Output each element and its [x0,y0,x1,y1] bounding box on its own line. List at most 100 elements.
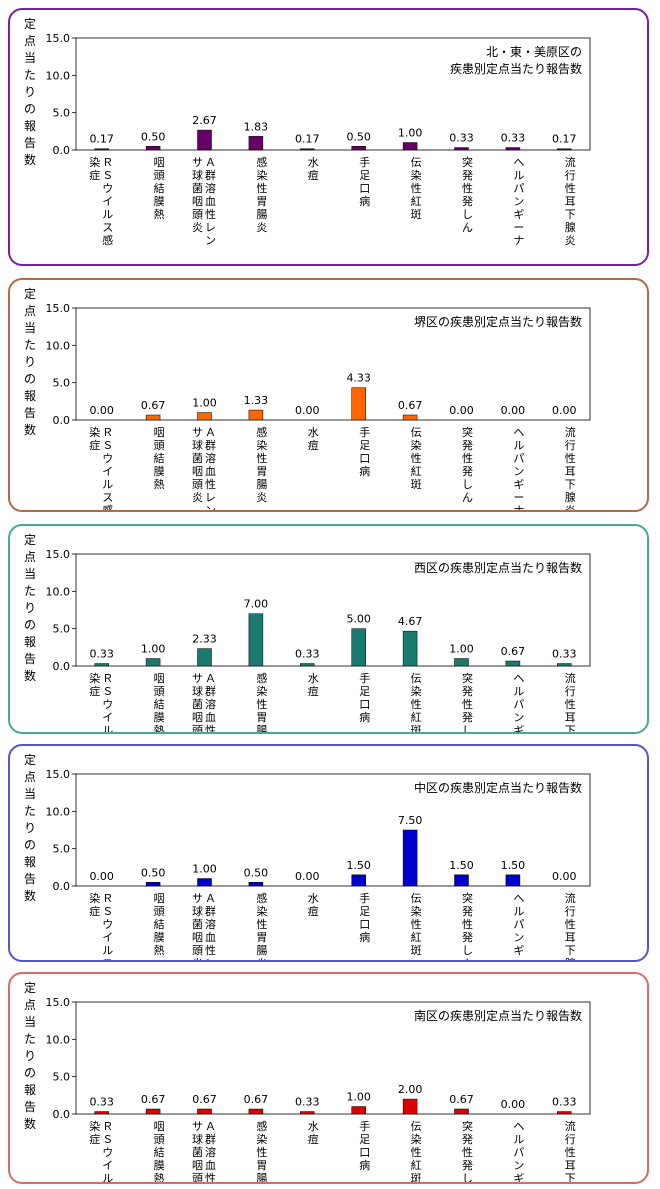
x-tick-label: 突発性発しん [462,671,473,732]
bar [94,148,109,151]
data-label: 1.50 [501,859,526,872]
x-tick-label: 流行性耳下腺炎 [565,155,576,247]
data-label: 4.67 [398,615,423,628]
bar [145,146,161,151]
data-label: 0.33 [295,648,320,661]
chart-panel-1: 定点当たりの報告数 15.0 10.0 5.0 0.0 堺区の疾患別定点当たり報告数 0.0… [8,278,649,512]
bar [454,874,469,887]
y-tick-label: 5.0 [53,843,71,856]
y-tick-label: 5.0 [53,623,71,636]
chart-svg-1: 定点当たりの報告数 15.0 10.0 5.0 0.0 堺区の疾患別定点当たり報告数 0.0… [24,286,591,510]
data-label: 0.33 [552,648,577,661]
x-tick-label: 咽頭結膜熱 [154,156,165,221]
data-label: 1.33 [244,394,269,407]
bar [402,142,418,151]
data-label: 0.67 [141,399,166,412]
y-axis-label: 定点当たりの報告数 [24,532,36,683]
y-tick-label: 15.0 [46,302,71,315]
data-label: 1.83 [244,120,269,133]
x-tick-label: ＲＳウイルス感染症 [89,425,113,510]
x-tick-label: 咽頭結膜熱 [154,1120,165,1182]
data-label: 0.67 [141,1093,166,1106]
x-tick-label: 咽頭結膜熱 [154,426,165,491]
chart-title: 中区の疾患別定点当たり報告数 [414,780,582,795]
chart-title: 南区の疾患別定点当たり報告数 [414,1008,582,1023]
bar [248,409,264,421]
x-tick-label: 水痘 [308,672,319,698]
y-tick-label: 15.0 [46,548,71,561]
y-tick-label: 10.0 [46,805,71,818]
x-tick-label: 咽頭結膜熱 [154,672,165,732]
x-tick-label: 流行性耳下腺炎 [565,891,576,960]
x-tick-label: 水痘 [308,1120,319,1146]
plot-area [75,773,591,887]
data-label: 0.17 [552,133,577,146]
data-label: 0.00 [501,404,526,417]
bar [402,630,418,667]
x-tick-label: Ａ群溶血性レンサ球菌咽頭炎 [192,426,216,510]
bar [351,387,366,421]
data-label: 1.00 [346,1091,371,1104]
x-tick-label: ＲＳウイルス感染症 [89,891,113,960]
y-tick-label: 0.0 [53,414,71,427]
y-tick-label: 15.0 [46,768,71,781]
data-label: 2.67 [192,114,217,127]
data-label: 0.33 [552,1096,577,1109]
data-label: 0.00 [295,870,320,883]
data-label: 0.33 [501,132,526,145]
bar [351,628,366,667]
data-label: 4.33 [346,372,371,385]
x-tick-label: Ａ群溶血性レンサ球菌咽頭炎 [192,672,216,732]
data-label: 0.50 [346,130,371,143]
x-tick-label: 咽頭結膜熱 [154,892,165,957]
x-tick-label: Ａ群溶血性レンサ球菌咽頭炎 [192,156,216,247]
data-label: 0.00 [501,1098,526,1111]
chart-panel-3: 定点当たりの報告数 15.0 10.0 5.0 0.0 中区の疾患別定点当たり報告数 0.0… [8,744,649,962]
data-label: 0.17 [89,133,114,146]
bar [454,658,469,667]
data-label: 0.67 [398,399,423,412]
bar [94,1111,109,1115]
x-tick-label: ヘルパンギーナ [513,672,524,732]
y-tick-label: 5.0 [53,377,71,390]
x-tick-label: 伝染性紅斑 [411,892,422,957]
bar [402,1098,418,1115]
data-label: 2.00 [398,1083,423,1096]
y-tick-label: 15.0 [46,996,71,1009]
bar [557,1111,572,1115]
bar [351,1106,366,1115]
plot-area [75,307,591,421]
x-tick-label: 突発性発しん [462,1119,473,1182]
data-label: 0.67 [192,1093,217,1106]
bar [248,882,264,887]
y-tick-label: 0.0 [53,1108,71,1121]
chart-svg-3: 定点当たりの報告数 15.0 10.0 5.0 0.0 中区の疾患別定点当たり報告数 0.0… [24,752,591,960]
x-tick-label: 流行性耳下腺炎 [565,671,576,732]
bar [145,882,161,887]
y-axis-label: 定点当たりの報告数 [24,980,36,1131]
data-label: 0.33 [89,1096,114,1109]
bar [197,648,212,667]
bar [300,663,315,667]
data-label: 0.33 [449,132,474,145]
data-label: 1.00 [192,397,217,410]
chart-panel-4: 定点当たりの報告数 15.0 10.0 5.0 0.0 南区の疾患別定点当たり報告数 0.3… [8,972,649,1184]
data-label: 1.00 [141,643,166,656]
y-axis-label: 定点当たりの報告数 [24,286,36,437]
chart-svg-2: 定点当たりの報告数 15.0 10.0 5.0 0.0 西区の疾患別定点当たり報告数 0.3… [24,532,591,732]
chart-svg-0: 定点当たりの報告数 15.0 10.0 5.0 0.0 北・東・美原区の疾患別定点当たり報… [24,16,591,247]
bar [505,147,521,151]
x-tick-label: 水痘 [308,892,319,918]
chart-title: 北・東・美原区の [486,45,582,59]
chart-panel-0: 定点当たりの報告数 15.0 10.0 5.0 0.0 北・東・美原区の 疾患別定点当たり報… [8,8,649,266]
data-label: 0.67 [244,1093,269,1106]
bar [557,148,572,151]
data-label: 5.00 [346,613,371,626]
x-tick-label: 感染性胃腸炎 [256,672,267,732]
data-label: 1.50 [346,859,371,872]
chart-svg-4: 定点当たりの報告数 15.0 10.0 5.0 0.0 南区の疾患別定点当たり報告数 0.3… [24,980,591,1182]
x-tick-label: ＲＳウイルス感染症 [89,155,113,247]
y-tick-label: 0.0 [53,144,71,157]
y-tick-label: 10.0 [46,585,71,598]
x-tick-label: 手足口病 [359,155,370,208]
